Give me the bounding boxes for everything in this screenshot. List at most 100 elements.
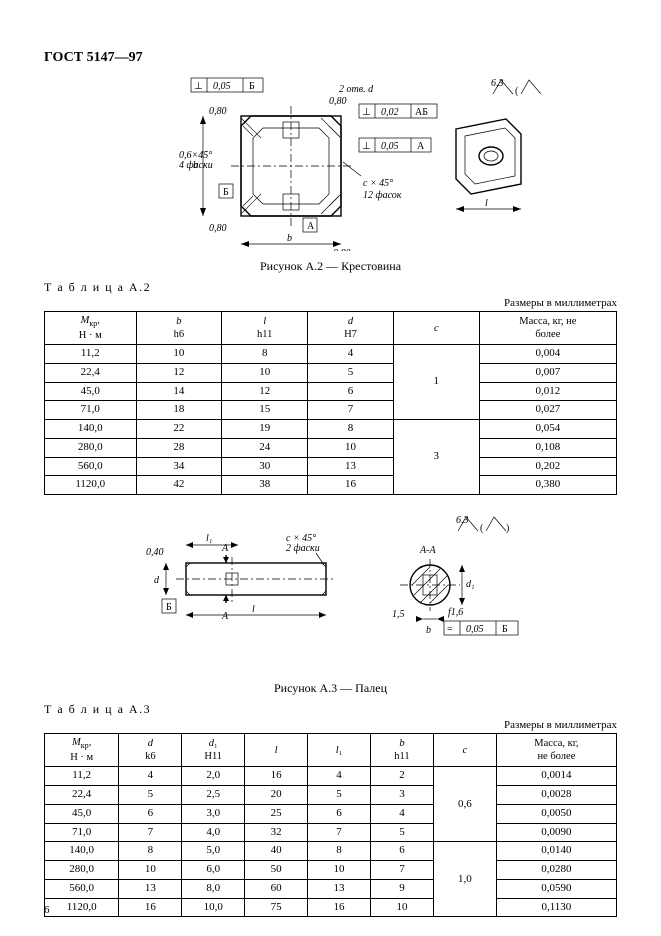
svg-text:6,3: 6,3 — [491, 78, 504, 89]
table-cell: 280,0 — [45, 438, 137, 457]
table-cell: 5 — [370, 823, 433, 842]
table-cell: 6 — [308, 804, 371, 823]
table-cell: 0,0014 — [496, 767, 616, 786]
table-cell: 4 — [370, 804, 433, 823]
table-cell: 19 — [222, 420, 308, 439]
table-cell: 0,0090 — [496, 823, 616, 842]
table-cell: 10 — [119, 861, 182, 880]
table-cell: 7 — [119, 823, 182, 842]
d080a: 0,80 — [209, 106, 227, 117]
figure-a2: Б А b 0,80 0,80 0,80 0,80 0,6×45° 4 фаск… — [44, 76, 617, 251]
table-cell: 3 — [370, 786, 433, 805]
table-cell: 16 — [308, 476, 394, 495]
column-header: l — [245, 734, 308, 767]
datum-a: А — [307, 221, 315, 232]
table-cell: 9 — [370, 879, 433, 898]
svg-text:l₁: l₁ — [206, 533, 212, 544]
column-header: Mкр,Н · м — [45, 734, 119, 767]
datum-b: Б — [223, 187, 229, 198]
table-cell: 0,6 — [433, 767, 496, 842]
table-cell: 560,0 — [45, 457, 137, 476]
table-cell: 3 — [393, 420, 479, 495]
column-header: dk6 — [119, 734, 182, 767]
svg-text:=: = — [447, 624, 453, 635]
table-cell: 16 — [308, 898, 371, 917]
column-header: d₁H11 — [182, 734, 245, 767]
table-cell: 71,0 — [45, 401, 137, 420]
column-header: c — [433, 734, 496, 767]
c45: c × 45° — [363, 178, 393, 189]
table-cell: 1 — [393, 345, 479, 420]
table-cell: 0,0590 — [496, 879, 616, 898]
table-cell: 10 — [308, 861, 371, 880]
table-cell: 6 — [119, 804, 182, 823]
column-header: lh11 — [222, 312, 308, 345]
table-cell: 2,0 — [182, 767, 245, 786]
table-cell: 3,0 — [182, 804, 245, 823]
table-cell: 32 — [245, 823, 308, 842]
svg-text:0,05: 0,05 — [381, 141, 399, 152]
table-cell: 0,0140 — [496, 842, 616, 861]
table-cell: 0,0280 — [496, 861, 616, 880]
table-cell: 0,108 — [479, 438, 616, 457]
table-cell: 140,0 — [45, 842, 119, 861]
table-cell: 280,0 — [45, 861, 119, 880]
table-cell: 0,027 — [479, 401, 616, 420]
table-cell: 7 — [308, 823, 371, 842]
table-cell: 25 — [245, 804, 308, 823]
column-header: bh6 — [136, 312, 222, 345]
table-cell: 0,1130 — [496, 898, 616, 917]
table-cell: 10 — [370, 898, 433, 917]
svg-text:⊥: ⊥ — [194, 81, 203, 92]
table-cell: 24 — [222, 438, 308, 457]
svg-text:Б: Б — [249, 81, 255, 92]
column-header: Масса, кг, неболее — [479, 312, 616, 345]
table-cell: 6 — [370, 842, 433, 861]
d080d: 0,80 — [333, 248, 351, 251]
svg-text:⊥: ⊥ — [362, 107, 371, 118]
table-cell: 6,0 — [182, 861, 245, 880]
d080c: 0,80 — [329, 96, 347, 107]
table-cell: 60 — [245, 879, 308, 898]
svg-text:0,05: 0,05 — [466, 624, 484, 635]
table-cell: 5,0 — [182, 842, 245, 861]
table-cell: 8 — [308, 420, 394, 439]
table-a2: Mкр,Н · мbh6lh11dH7cМасса, кг, неболее11… — [44, 311, 617, 495]
table-cell: 0,007 — [479, 363, 616, 382]
svg-text:0,40: 0,40 — [146, 547, 164, 558]
table-cell: 0,0050 — [496, 804, 616, 823]
table-cell: 8,0 — [182, 879, 245, 898]
svg-text:l: l — [252, 604, 255, 615]
table-cell: 18 — [136, 401, 222, 420]
table-cell: 11,2 — [45, 345, 137, 364]
table-cell: 12 — [222, 382, 308, 401]
table-cell: 22 — [136, 420, 222, 439]
svg-text:(: ( — [515, 86, 519, 97]
table-cell: 140,0 — [45, 420, 137, 439]
svg-text:⊥: ⊥ — [362, 141, 371, 152]
table-cell: 13 — [308, 879, 371, 898]
table-cell: 1120,0 — [45, 476, 137, 495]
column-header: l₁ — [308, 734, 371, 767]
table-cell: 1,0 — [433, 842, 496, 917]
table-a3: Mкр,Н · мdk6d₁H11ll₁bh11cМасса, кг,не бо… — [44, 733, 617, 917]
figure-a3-caption: Рисунок А.3 — Палец — [44, 681, 617, 696]
table-cell: 7 — [308, 401, 394, 420]
svg-text:A-A: A-A — [419, 545, 436, 556]
svg-text:0,02: 0,02 — [381, 107, 399, 118]
table-cell: 4 — [308, 767, 371, 786]
figure-a2-caption: Рисунок А.2 — Крестовина — [44, 259, 617, 274]
table-cell: 30 — [222, 457, 308, 476]
table-cell: 8 — [119, 842, 182, 861]
table-a3-title: Т а б л и ц а А.3 — [44, 702, 617, 717]
svg-text:АБ: АБ — [415, 107, 428, 118]
svg-text:): ) — [506, 523, 509, 534]
page-number: 6 — [44, 904, 50, 916]
table-cell: 20 — [245, 786, 308, 805]
svg-text:A: A — [221, 611, 229, 622]
table-cell: 75 — [245, 898, 308, 917]
svg-text:0,05: 0,05 — [213, 81, 231, 92]
twelve-chamfers: 12 фасок — [363, 190, 402, 201]
table-cell: 4 — [119, 767, 182, 786]
dim-b-side: b — [193, 160, 198, 171]
